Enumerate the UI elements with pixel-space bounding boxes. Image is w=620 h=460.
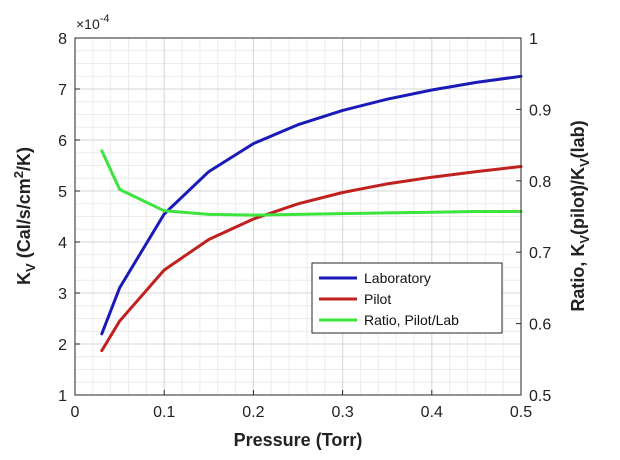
legend-label-laboratory: Laboratory bbox=[364, 270, 431, 286]
y-left-tick-label: 2 bbox=[58, 337, 67, 354]
y-right-tick-label: 0.9 bbox=[529, 102, 551, 119]
x-tick-label: 0.4 bbox=[421, 404, 443, 421]
minor-grid bbox=[75, 38, 521, 395]
y-left-tick-label: 5 bbox=[58, 184, 67, 201]
y-left-tick-label: 8 bbox=[58, 31, 67, 48]
series-layer bbox=[100, 74, 523, 353]
y-right-tick-label: 0.7 bbox=[529, 245, 551, 262]
y-right-tick-label: 0.8 bbox=[529, 174, 551, 191]
ticks-layer: 0 0.1 0.2 0.3 0.4 0.5 1 2 3 4 5 6 7 8 0.5 0.6 0.7 0.8 0.9 1 bbox=[58, 31, 551, 421]
series-line-pilot bbox=[100, 165, 523, 353]
y-left-tick-label: 4 bbox=[58, 235, 67, 252]
legend: Laboratory Pilot Ratio, Pilot/Lab bbox=[311, 262, 503, 334]
y-left-axis-title: KV (Cal/s/cm2/K) bbox=[11, 147, 38, 285]
y-right-tick-label: 0.6 bbox=[529, 317, 551, 334]
y-left-tick-label: 1 bbox=[58, 388, 67, 405]
legend-label-ratio-pilot-lab: Ratio, Pilot/Lab bbox=[364, 312, 459, 328]
x-tick-label: 0.1 bbox=[153, 404, 175, 421]
y-left-tick-label: 6 bbox=[58, 133, 67, 150]
y-left-tick-label: 3 bbox=[58, 286, 67, 303]
series-line-ratio-pilot-lab bbox=[100, 149, 523, 217]
y-left-multiplier: ×10-4 bbox=[76, 13, 110, 32]
y-right-axis-title: Ratio, KV(pilot)/KV(lab) bbox=[568, 120, 592, 311]
x-tick-label: 0.5 bbox=[510, 404, 532, 421]
y-right-tick-label: 0.5 bbox=[529, 388, 551, 405]
y-left-tick-label: 7 bbox=[58, 82, 67, 99]
x-tick-label: 0.3 bbox=[331, 404, 353, 421]
x-axis-title: Pressure (Torr) bbox=[234, 430, 363, 450]
legend-label-pilot: Pilot bbox=[364, 291, 391, 307]
y-right-tick-label: 1 bbox=[529, 31, 538, 48]
plot-frame bbox=[74, 37, 522, 396]
series-line-laboratory bbox=[100, 74, 523, 336]
x-tick-label: 0 bbox=[71, 404, 80, 421]
x-tick-label: 0.2 bbox=[242, 404, 264, 421]
